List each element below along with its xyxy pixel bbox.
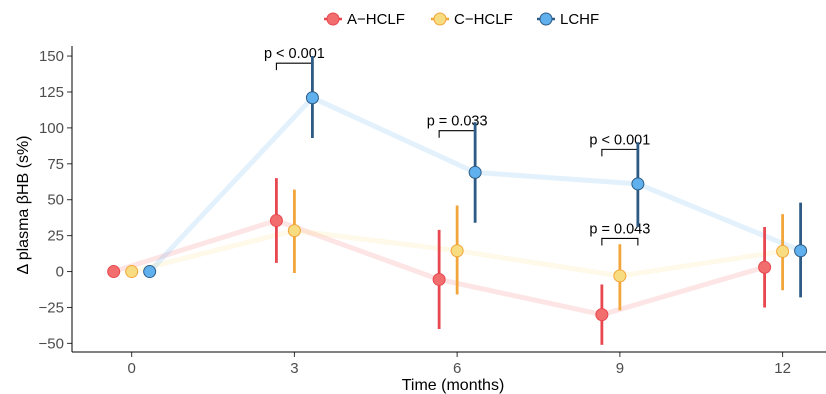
significance-annotations: p < 0.001 p = 0.033 p < 0.001 p = 0.043 xyxy=(264,46,650,246)
data-point-c-hclf xyxy=(450,244,464,258)
x-tick-label: 9 xyxy=(616,360,624,377)
x-tick-label: 12 xyxy=(774,360,791,377)
legend-label-a-hclf: A−HCLF xyxy=(347,11,405,28)
y-axis-ticks: 150 125 100 75 50 25 0 −25 −50 xyxy=(39,48,72,352)
x-axis-title: Time (months) xyxy=(402,377,505,394)
y-tick-label: 0 xyxy=(56,264,64,281)
data-point-lchf xyxy=(305,91,319,105)
data-point-c-hclf xyxy=(776,244,790,258)
x-tick-label: 3 xyxy=(290,360,298,377)
legend-label-lchf: LCHF xyxy=(560,11,599,28)
data-point-a-hclf xyxy=(758,260,772,274)
y-tick-label: 100 xyxy=(39,120,64,137)
data-point-lchf xyxy=(631,177,645,191)
data-point-c-hclf xyxy=(287,224,301,238)
y-tick-label: −25 xyxy=(39,299,64,316)
legend-key-point-a-hclf xyxy=(326,12,340,26)
data-point-a-hclf xyxy=(432,272,446,286)
y-tick-label: 25 xyxy=(47,228,64,245)
data-point-a-hclf xyxy=(107,265,121,279)
significance-label: p < 0.001 xyxy=(589,132,650,148)
data-point-lchf xyxy=(794,244,808,258)
x-tick-label: 0 xyxy=(127,360,135,377)
data-point-lchf xyxy=(143,265,157,279)
legend-key-point-lchf xyxy=(539,12,553,26)
significance-label: p = 0.043 xyxy=(589,221,650,237)
data-point-c-hclf xyxy=(613,269,627,283)
significance-bracket xyxy=(601,148,639,157)
x-tick-label: 6 xyxy=(453,360,461,377)
data-point-lchf xyxy=(468,165,482,179)
significance-label: p < 0.001 xyxy=(264,46,325,62)
significance-bracket xyxy=(601,237,639,246)
legend-label-c-hclf: C−HCLF xyxy=(454,11,513,28)
y-tick-label: 150 xyxy=(39,48,64,65)
legend-key-point-c-hclf xyxy=(433,12,447,26)
y-axis-title: Δ plasma βHB (s%) xyxy=(15,135,32,274)
significance-bracket xyxy=(275,62,313,71)
data-point-c-hclf xyxy=(125,265,139,279)
y-tick-label: 50 xyxy=(47,192,64,209)
legend: A−HCLF C−HCLF LCHF xyxy=(324,11,599,28)
data-point-a-hclf xyxy=(595,308,609,322)
y-tick-label: 125 xyxy=(39,84,64,101)
data-point-a-hclf xyxy=(269,214,283,228)
x-axis-ticks: 0 3 6 9 12 xyxy=(127,352,791,377)
series-marks xyxy=(107,56,808,345)
y-tick-label: 75 xyxy=(47,156,64,173)
significance-bracket xyxy=(438,130,476,138)
y-tick-label: −50 xyxy=(39,335,64,352)
significance-label: p = 0.033 xyxy=(427,114,488,130)
